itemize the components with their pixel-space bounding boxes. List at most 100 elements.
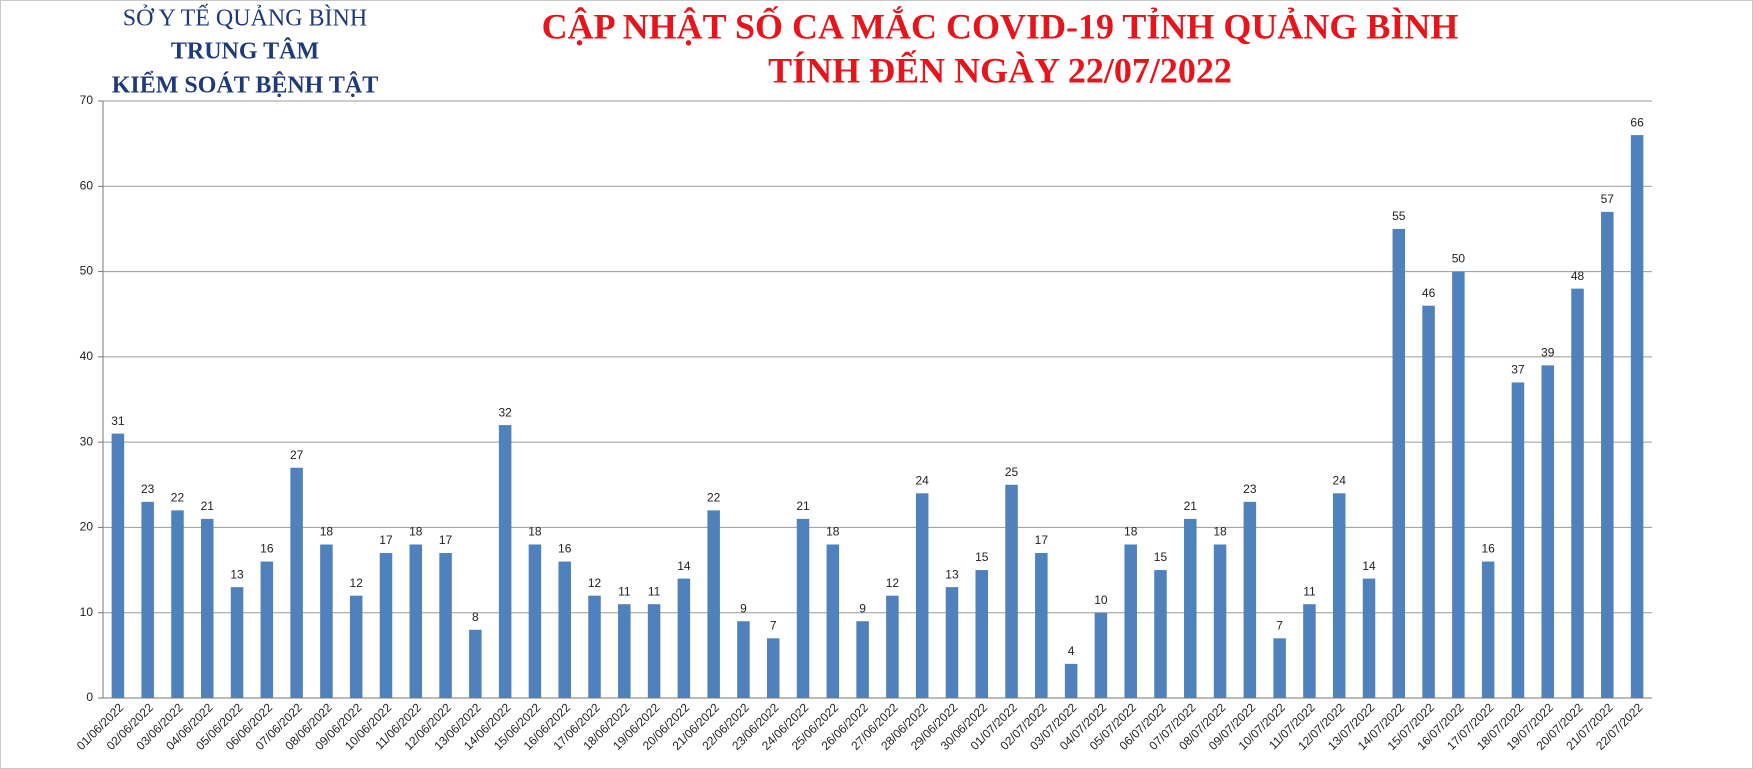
bar	[1303, 604, 1316, 698]
y-tick-label: 20	[80, 520, 94, 534]
bar	[677, 578, 691, 698]
data-label: 32	[498, 405, 512, 419]
data-label: 18	[1124, 525, 1138, 539]
bar	[1332, 493, 1346, 698]
data-label: 12	[588, 576, 602, 590]
bar	[796, 518, 810, 698]
data-label: 66	[1630, 115, 1644, 129]
data-label: 25	[1005, 465, 1019, 479]
bar	[1094, 612, 1108, 698]
bar	[766, 638, 780, 698]
bar	[737, 621, 750, 698]
data-label: 7	[1276, 618, 1283, 632]
data-label: 18	[528, 525, 542, 539]
data-label: 18	[826, 525, 840, 539]
data-label: 14	[677, 559, 691, 573]
bar	[111, 433, 125, 698]
bar	[1035, 553, 1048, 698]
bar	[588, 595, 601, 698]
bar	[1154, 570, 1167, 698]
header-line: TRUNG TÂM	[171, 38, 319, 65]
y-tick-label: 40	[80, 349, 94, 363]
bar	[320, 544, 333, 698]
bar	[171, 510, 184, 698]
data-label: 9	[859, 601, 866, 615]
data-label: 15	[1154, 550, 1168, 564]
data-label: 9	[740, 601, 747, 615]
data-label: 22	[707, 491, 721, 505]
data-label: 7	[770, 618, 777, 632]
bar	[528, 544, 542, 698]
y-tick-label: 10	[80, 605, 94, 619]
bar	[498, 425, 512, 698]
bar	[260, 561, 274, 698]
bar	[1243, 501, 1257, 698]
data-label: 57	[1601, 192, 1615, 206]
bar	[349, 595, 363, 698]
data-label: 27	[290, 448, 304, 462]
data-label: 13	[230, 567, 244, 581]
bar	[1511, 382, 1525, 698]
chart-title: TÍNH ĐẾN NGÀY 22/07/2022	[768, 50, 1232, 90]
bar	[647, 604, 661, 698]
data-label: 16	[1481, 542, 1495, 556]
bar	[230, 587, 244, 698]
data-label: 18	[1213, 525, 1227, 539]
bar	[141, 501, 154, 698]
bar	[975, 570, 989, 698]
data-label: 46	[1422, 286, 1436, 300]
bar	[856, 621, 869, 698]
chart-title: CẬP NHẬT SỐ CA MẮC COVID-19 TỈNH QUẢNG B…	[542, 5, 1459, 46]
bar	[290, 467, 303, 698]
bar	[469, 629, 482, 698]
data-label: 24	[916, 473, 930, 487]
data-label: 10	[1094, 593, 1108, 607]
bar	[409, 544, 423, 698]
data-label: 50	[1452, 252, 1466, 266]
data-label: 18	[320, 525, 334, 539]
y-tick-label: 30	[80, 434, 94, 448]
y-tick-label: 70	[80, 93, 94, 107]
y-tick-label: 0	[86, 690, 93, 704]
data-label: 37	[1511, 363, 1525, 377]
bar	[826, 544, 840, 698]
bar	[945, 587, 959, 698]
data-label: 21	[796, 499, 810, 513]
data-label: 4	[1068, 644, 1075, 658]
bar	[1422, 305, 1435, 698]
data-label: 15	[975, 550, 989, 564]
bar	[558, 561, 571, 698]
data-label: 39	[1541, 346, 1555, 360]
bar	[439, 553, 452, 698]
bar	[1273, 638, 1286, 698]
data-label: 55	[1392, 209, 1406, 223]
data-label: 17	[379, 533, 393, 547]
data-label: 11	[648, 584, 661, 598]
header-line: KIỂM SOÁT BỆNH TẬT	[112, 72, 379, 99]
bar	[886, 595, 899, 698]
data-label: 11	[1303, 584, 1316, 598]
data-label: 48	[1571, 269, 1585, 283]
bar	[1392, 228, 1406, 698]
y-tick-label: 50	[80, 264, 94, 278]
data-label: 13	[945, 567, 959, 581]
bar	[915, 493, 929, 698]
bar	[1213, 544, 1227, 698]
data-label: 23	[141, 482, 155, 496]
data-label: 16	[260, 542, 274, 556]
bar	[1541, 365, 1554, 698]
bar	[1184, 518, 1197, 698]
data-label: 21	[201, 499, 215, 513]
bar	[1630, 135, 1644, 699]
bar	[618, 604, 631, 698]
bar	[1005, 484, 1018, 698]
bar	[1064, 663, 1078, 698]
data-label: 17	[439, 533, 453, 547]
bar	[1601, 211, 1614, 698]
header-line: SỞ Y TẾ QUẢNG BÌNH	[123, 5, 367, 32]
data-label: 12	[886, 576, 900, 590]
data-label: 31	[111, 414, 125, 428]
data-label: 16	[558, 542, 572, 556]
y-tick-label: 60	[80, 178, 94, 192]
